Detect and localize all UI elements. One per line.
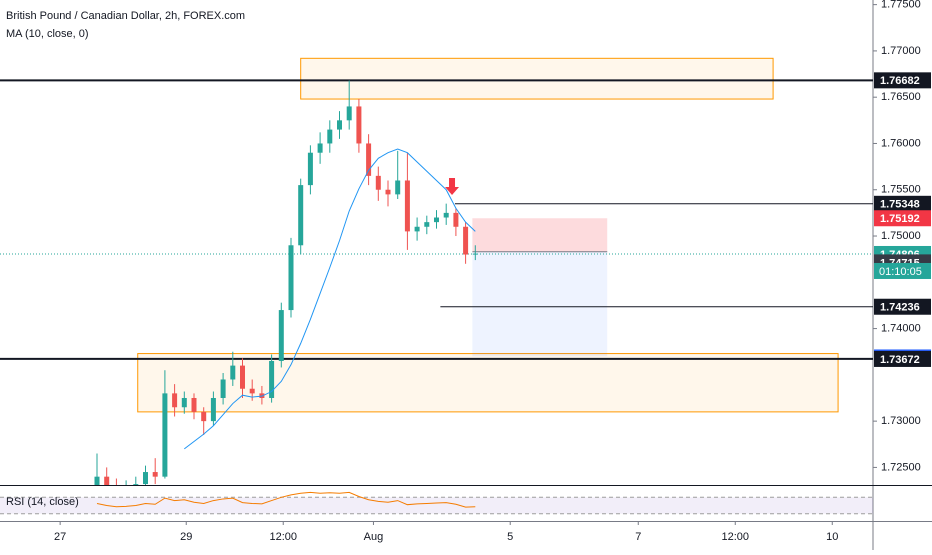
countdown-box [874, 262, 931, 279]
candle-body [172, 393, 178, 408]
y-tick-label: 1.75000 [881, 230, 921, 242]
y-tick-label: 1.74000 [881, 322, 921, 334]
candle-body [249, 388, 255, 394]
stop-area [472, 218, 608, 252]
zone [300, 57, 774, 100]
ma-line [183, 148, 476, 450]
x-tick-label: 10 [826, 531, 838, 543]
x-tick-label: 5 [507, 531, 513, 543]
price-label: 1.74236 [880, 302, 920, 314]
candle-body [395, 180, 401, 195]
candle-body [143, 472, 148, 485]
x-tick-label: 12:00 [269, 531, 297, 543]
y-tick-label: 1.75500 [881, 184, 921, 196]
countdown: 01:10:05 [879, 266, 922, 278]
rsi-label: RSI (14, close) [6, 496, 79, 508]
candle-body [133, 484, 139, 485]
zone [137, 353, 839, 413]
y-tick-label: 1.77000 [881, 45, 921, 57]
candle-body [366, 143, 372, 176]
price-label: 1.75348 [880, 199, 920, 211]
price-label-box [874, 72, 931, 89]
x-tick-label: Aug [364, 531, 384, 543]
candle-body [201, 411, 207, 422]
candle-body [472, 253, 478, 255]
candle-body [114, 486, 119, 491]
candle-body [463, 226, 469, 255]
candle-body [385, 189, 391, 195]
candle-body [434, 217, 439, 223]
price-label-box [874, 350, 931, 367]
x-tick-label: 12:00 [721, 531, 749, 543]
arrow [445, 178, 460, 195]
candle-body [453, 212, 459, 227]
candle-body [152, 472, 158, 477]
y-tick-label: 1.73000 [881, 415, 921, 427]
candle-body [94, 476, 100, 485]
indicator-label: MA (10, close, 0) [6, 28, 89, 40]
candle-body [424, 222, 430, 227]
y-tick-label: 1.77500 [881, 0, 921, 11]
candle-body [269, 360, 275, 398]
candle-body [298, 185, 304, 246]
candle-body [288, 245, 294, 311]
candle-body [230, 365, 236, 380]
x-tick-label: 27 [54, 531, 66, 543]
main-pane [0, 57, 873, 491]
price-label-box [874, 298, 931, 315]
candle-body [404, 180, 410, 232]
candle-body [327, 129, 333, 144]
price-label-box [874, 210, 931, 227]
y-tick-label: 1.72500 [881, 461, 921, 473]
candle-body [346, 106, 352, 121]
candle-body [210, 397, 216, 422]
candle-body [317, 143, 323, 153]
candle-body [375, 175, 381, 190]
candle-body [240, 365, 245, 389]
candle-body [220, 379, 226, 398]
candle-body [278, 310, 284, 361]
candle-body [337, 120, 342, 130]
price-label: 1.76682 [880, 75, 920, 87]
candle-body [124, 488, 129, 491]
candle-body [356, 106, 362, 144]
price-label: 1.75192 [880, 213, 920, 225]
axes: 1.72500 1.73000 1.74000 1.75000 1.75500 1.760… [54, 0, 931, 543]
candle-body [307, 152, 313, 186]
candle-body [191, 397, 197, 412]
rsi-pane [0, 491, 873, 515]
target-area [472, 251, 608, 357]
candle-body [443, 212, 449, 218]
rsi-line [96, 491, 476, 508]
y-tick-label: 1.76000 [881, 137, 921, 149]
x-tick-label: 29 [180, 531, 192, 543]
price-label-box [874, 195, 931, 212]
x-tick-label: 7 [635, 531, 641, 543]
candle-body [414, 226, 420, 232]
y-tick-label: 1.76500 [881, 91, 921, 103]
candle-body [104, 476, 110, 485]
price-label: 1.73672 [880, 354, 920, 366]
rsi-band [0, 497, 873, 514]
chart-title: British Pound / Canadian Dollar, 2h, FOR… [6, 10, 245, 22]
candle-body [162, 393, 168, 477]
candle-body [181, 397, 187, 408]
